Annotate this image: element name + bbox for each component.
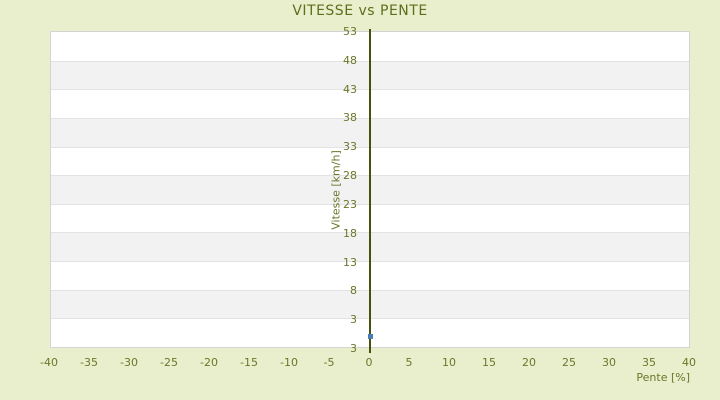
x-tick-label: 40 xyxy=(682,356,696,369)
x-tick-label: 0 xyxy=(365,356,373,369)
x-tick-label: 15 xyxy=(482,356,496,369)
x-tick-label: -5 xyxy=(323,356,335,369)
y-tick-label: 28 xyxy=(343,169,357,183)
x-tick-label: 25 xyxy=(562,356,576,369)
x-tick-label: -40 xyxy=(40,356,58,369)
x-tick-label: -35 xyxy=(80,356,98,369)
x-tick-label: 10 xyxy=(442,356,456,369)
y-tick-label: 43 xyxy=(343,82,357,96)
x-tick-label: -15 xyxy=(240,356,258,369)
x-tick-label: 5 xyxy=(405,356,413,369)
y-tick-label: 13 xyxy=(343,255,357,269)
y-tick-label: 38 xyxy=(343,111,357,125)
chart-title: VITESSE vs PENTE xyxy=(292,3,428,19)
x-tick-label: 20 xyxy=(522,356,536,369)
y-tick-label: 8 xyxy=(350,284,357,298)
x-tick-label: -30 xyxy=(120,356,138,369)
y-tick-label: 48 xyxy=(343,53,357,67)
y-tick-label: 53 xyxy=(343,25,357,38)
y-tick-label: 18 xyxy=(343,226,357,240)
data-point-marker xyxy=(367,333,373,339)
y-tick-label: 3 xyxy=(350,313,357,327)
x-tick-label: 30 xyxy=(602,356,616,369)
x-tick-label: -10 xyxy=(280,356,298,369)
y-tick-label: 3 xyxy=(350,342,357,355)
x-tick-label: -20 xyxy=(200,356,218,369)
x-axis-title: Pente [%] xyxy=(636,371,690,384)
y-axis-line xyxy=(369,29,371,353)
x-tick-label: 35 xyxy=(642,356,656,369)
y-tick-label: 33 xyxy=(343,140,357,154)
y-tick-label: 23 xyxy=(343,197,357,211)
x-tick-label: -25 xyxy=(160,356,178,369)
y-axis-title: Vitesse [km/h] xyxy=(329,150,343,230)
